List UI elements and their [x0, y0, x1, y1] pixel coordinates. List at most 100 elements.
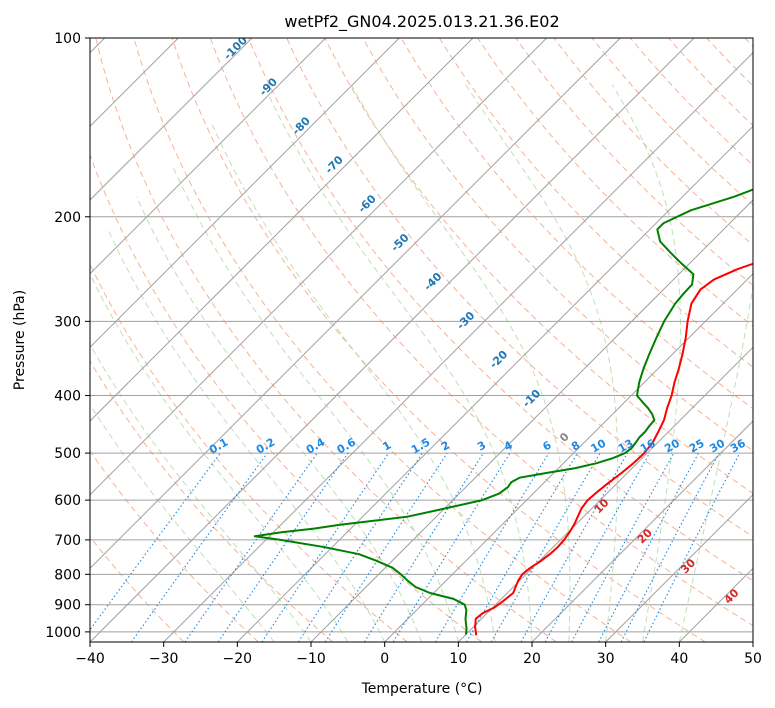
dry-adiabat-line — [324, 38, 753, 495]
moist-adiabat-line — [90, 343, 312, 642]
y-tick-label: 400 — [54, 389, 81, 405]
chart-title: wetPf2_GN04.2025.013.21.36.E02 — [284, 12, 559, 32]
x-tick-label: −40 — [75, 651, 105, 667]
theta-e-label: -10 — [520, 387, 543, 410]
isotherm-line — [90, 38, 695, 642]
wetbulb-label: 30 — [678, 556, 698, 576]
y-tick-label: 300 — [54, 314, 81, 330]
y-tick-label: 900 — [54, 598, 81, 614]
moist-adiabat-line — [350, 84, 571, 642]
wetbulb-label: 10 — [592, 496, 612, 516]
dry-adiabat-line — [90, 153, 483, 642]
isotherm-line — [457, 346, 753, 642]
mixing-ratio-line — [184, 452, 318, 642]
isotherm-line — [531, 420, 753, 642]
dry-adiabat-line — [95, 38, 557, 642]
dry-adiabat-line — [90, 263, 408, 642]
isotherm-line — [90, 38, 253, 201]
isotherm-line — [90, 38, 327, 275]
moist-adiabat-line — [136, 196, 422, 642]
moist-adiabat-line — [172, 166, 459, 642]
mixing-ratio-line — [598, 452, 699, 642]
mixing-ratio-line — [261, 452, 390, 642]
x-axis-label: Temperature (°C) — [361, 681, 483, 697]
moist-adiabat-line — [263, 84, 533, 642]
mixing-ratio-line — [297, 452, 423, 642]
moist-adiabat-line — [612, 84, 681, 642]
y-tick-label: 1000 — [45, 625, 81, 641]
mixing-ratio-line — [217, 452, 349, 642]
isotherm-line — [236, 125, 753, 642]
isotherm-line — [90, 38, 400, 349]
x-tick-label: 50 — [744, 651, 762, 667]
isotherm-line — [384, 272, 753, 642]
dry-adiabat-line — [90, 360, 334, 642]
moist-adiabat-line — [90, 403, 275, 642]
x-tick-label: 10 — [449, 651, 467, 667]
x-tick-label: 30 — [597, 651, 615, 667]
isotherm-line — [163, 51, 753, 642]
y-tick-label: 200 — [54, 210, 81, 226]
theta-e-label: -80 — [290, 114, 313, 137]
axes: −40 −30 −20 −10 0 10 20 30 40 50 100 200 300 400 500 60… — [45, 31, 762, 667]
y-tick-label: 700 — [54, 533, 81, 549]
moist-adiabat-line — [465, 84, 619, 642]
dry-adiabat-line — [171, 38, 706, 642]
mixing-ratio-label: 1 — [380, 439, 393, 454]
temperature-profile-line — [474, 262, 753, 636]
theta-e-label: -90 — [257, 75, 280, 98]
mixing-ratio-line — [130, 452, 268, 642]
line-annotations: 0.1 0.2 0.4 0.6 1 1.5 2 3 4 6 8 10 13 16 20 25 30 36-100-… — [207, 38, 748, 606]
y-axis-label: Pressure (hPa) — [12, 290, 28, 390]
dry-adiabat-line — [706, 38, 753, 87]
wetbulb-label: 20 — [635, 526, 655, 546]
background-lines — [90, 38, 753, 642]
isotherm-line — [310, 199, 753, 642]
dry-adiabat-line — [477, 38, 753, 327]
mixing-ratio-line — [520, 452, 628, 642]
theta-e-label: -70 — [323, 153, 346, 176]
mixing-ratio-line — [363, 452, 484, 642]
dry-adiabat-line — [744, 38, 753, 48]
mixing-ratio-label: 2 — [439, 439, 452, 454]
x-tick-label: −30 — [149, 651, 179, 667]
dry-adiabat-line — [591, 38, 753, 206]
dry-adiabat-line — [209, 38, 753, 627]
y-tick-label: 600 — [54, 493, 81, 509]
mixing-ratio-label: 4 — [502, 438, 515, 453]
dewpoint-profile-line — [253, 188, 753, 635]
x-tick-label: 0 — [380, 651, 389, 667]
isotherm-line — [90, 38, 548, 496]
mixing-ratio-label: 3 — [475, 439, 488, 454]
profile-lines — [253, 188, 753, 636]
plot-frame — [89, 37, 754, 643]
dry-adiabat-line — [438, 38, 753, 368]
dry-adiabat-line — [362, 38, 753, 452]
isotherm-line — [752, 641, 753, 642]
dry-adiabat-line — [400, 38, 753, 410]
y-tick-label: 500 — [54, 446, 81, 462]
dry-adiabat-line — [286, 38, 753, 538]
moist-adiabat-line — [90, 272, 349, 642]
isotherm-line — [605, 493, 753, 642]
isotherm-line — [90, 38, 621, 570]
theta-e-label: -60 — [356, 192, 379, 215]
dry-adiabat-line — [90, 450, 259, 642]
x-tick-label: 20 — [523, 651, 541, 667]
mixing-ratio-label: 6 — [541, 438, 554, 453]
mixing-ratio-line — [90, 452, 221, 631]
isotherm-line — [90, 38, 474, 422]
mixing-ratio-line — [544, 452, 651, 642]
mixing-ratio-line — [465, 452, 578, 642]
theta-e-label: -30 — [454, 309, 477, 332]
isotherm-line — [678, 567, 753, 642]
moist-adiabat-line — [211, 124, 496, 642]
theta-e-label: -20 — [487, 348, 510, 371]
y-tick-label: 100 — [54, 31, 81, 47]
x-tick-label: −10 — [296, 651, 326, 667]
dry-adiabat-line — [515, 38, 753, 286]
mixing-ratio-line — [324, 452, 448, 642]
moist-adiabat-line — [678, 282, 753, 642]
